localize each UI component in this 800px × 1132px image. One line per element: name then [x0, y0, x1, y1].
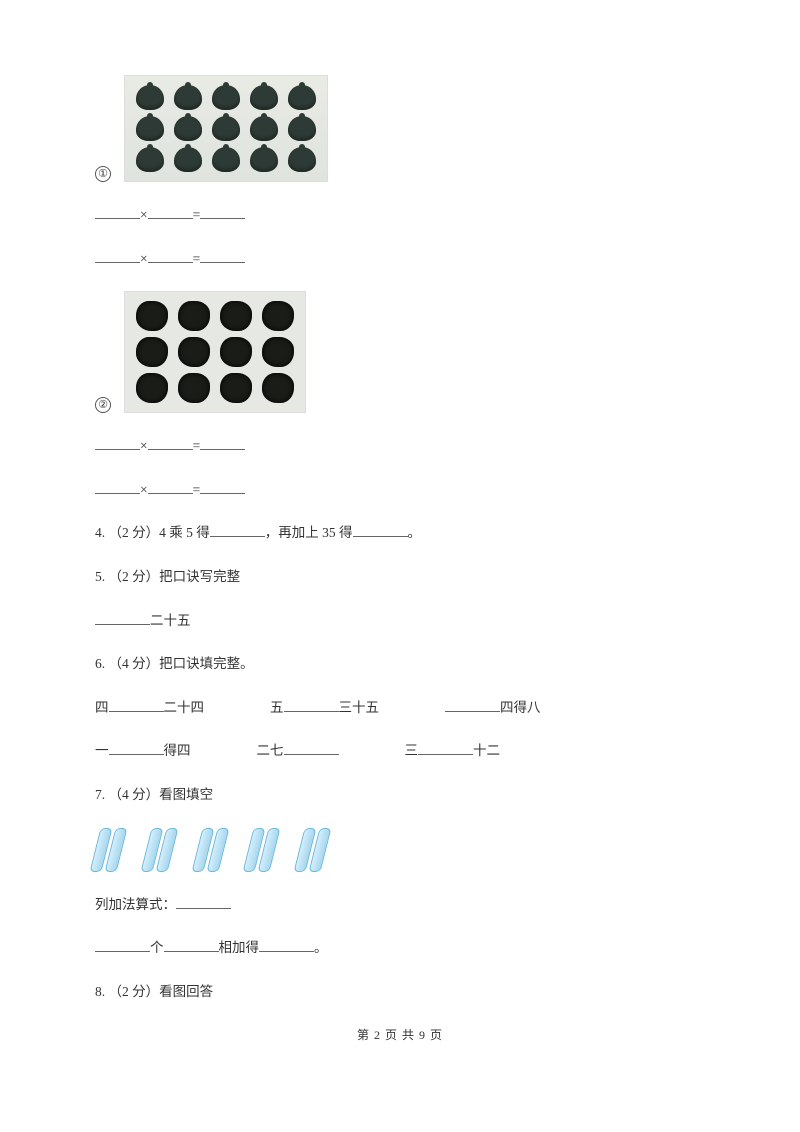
question-5: 5. （2 分）把口诀写完整 — [95, 566, 705, 588]
eq-line: ×= — [95, 435, 705, 457]
question-5-fill: 二十五 — [95, 610, 705, 632]
image-3x4-clumps — [124, 291, 306, 413]
question-6: 6. （4 分）把口诀填完整。 — [95, 653, 705, 675]
eq-line: ×= — [95, 248, 705, 270]
eq-line: ×= — [95, 204, 705, 226]
image-3x5-leaves — [124, 75, 328, 182]
question-4: 4. （2 分）4 乘 5 得，再加上 35 得。 — [95, 522, 705, 544]
question-8: 8. （2 分）看图回答 — [95, 981, 705, 1003]
figure-2-row: ② — [95, 291, 705, 413]
q7-line1: 列加法算式： — [95, 894, 705, 916]
marker-1: ① — [95, 166, 111, 182]
sticks-figure — [95, 828, 705, 872]
question-7: 7. （4 分）看图填空 — [95, 784, 705, 806]
q6-row1: 四二十四 五三十五 四得八 — [95, 697, 705, 719]
eq-line: ×= — [95, 479, 705, 501]
q6-row2: 一得四 二七 三十二 — [95, 740, 705, 762]
figure-1-row: ① — [95, 75, 705, 182]
marker-2: ② — [95, 397, 111, 413]
page-footer: 第 2 页 共 9 页 — [95, 1026, 705, 1045]
q7-line2: 个相加得。 — [95, 937, 705, 959]
